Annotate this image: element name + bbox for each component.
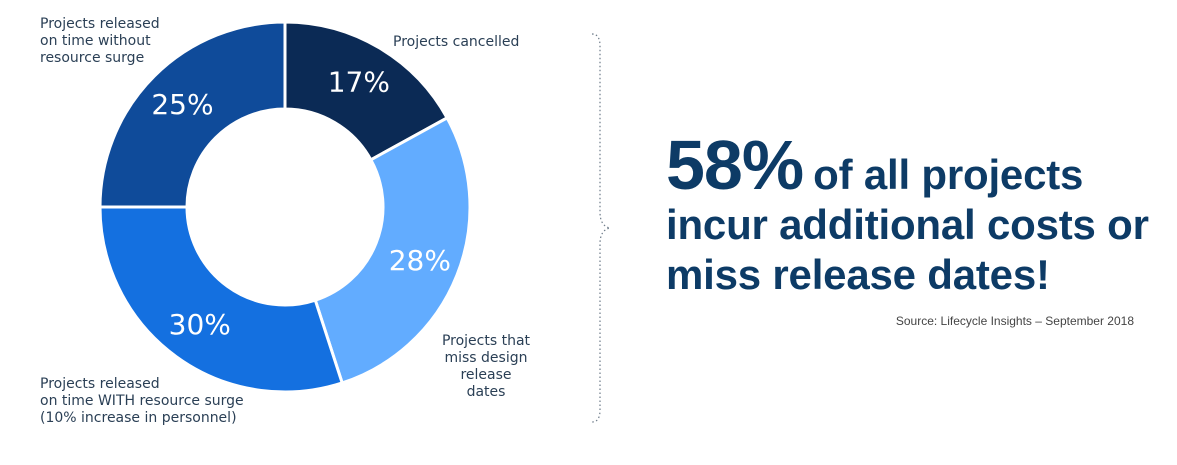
headline-percentage: 58% bbox=[666, 126, 804, 204]
curly-brace bbox=[591, 33, 611, 423]
donut-slice bbox=[313, 115, 472, 385]
slice-labels: 17% 28% 30% 25% bbox=[151, 66, 451, 341]
slice-value-label: 17% bbox=[328, 66, 390, 99]
callout-released-with-surge: Projects released on time WITH resource … bbox=[40, 376, 244, 426]
donut-slice bbox=[98, 205, 345, 394]
slice-value-label: 28% bbox=[389, 244, 451, 277]
slice-value-label: 30% bbox=[169, 308, 231, 341]
slice-value-label: 25% bbox=[151, 88, 213, 121]
callout-miss-release-dates: Projects that miss design release dates bbox=[441, 333, 531, 400]
headline: 58% of all projects incur additional cost… bbox=[666, 130, 1171, 300]
callout-projects-cancelled: Projects cancelled bbox=[393, 34, 520, 50]
donut-slice bbox=[283, 20, 450, 162]
headline-text: of all projects incur additional costs o… bbox=[666, 151, 1149, 298]
donut-slice bbox=[98, 20, 287, 209]
callout-released-without-surge: Projects released on time without resour… bbox=[40, 16, 160, 66]
source-note: Source: Lifecycle Insights – September 2… bbox=[895, 314, 1134, 328]
donut-slices bbox=[98, 20, 472, 394]
